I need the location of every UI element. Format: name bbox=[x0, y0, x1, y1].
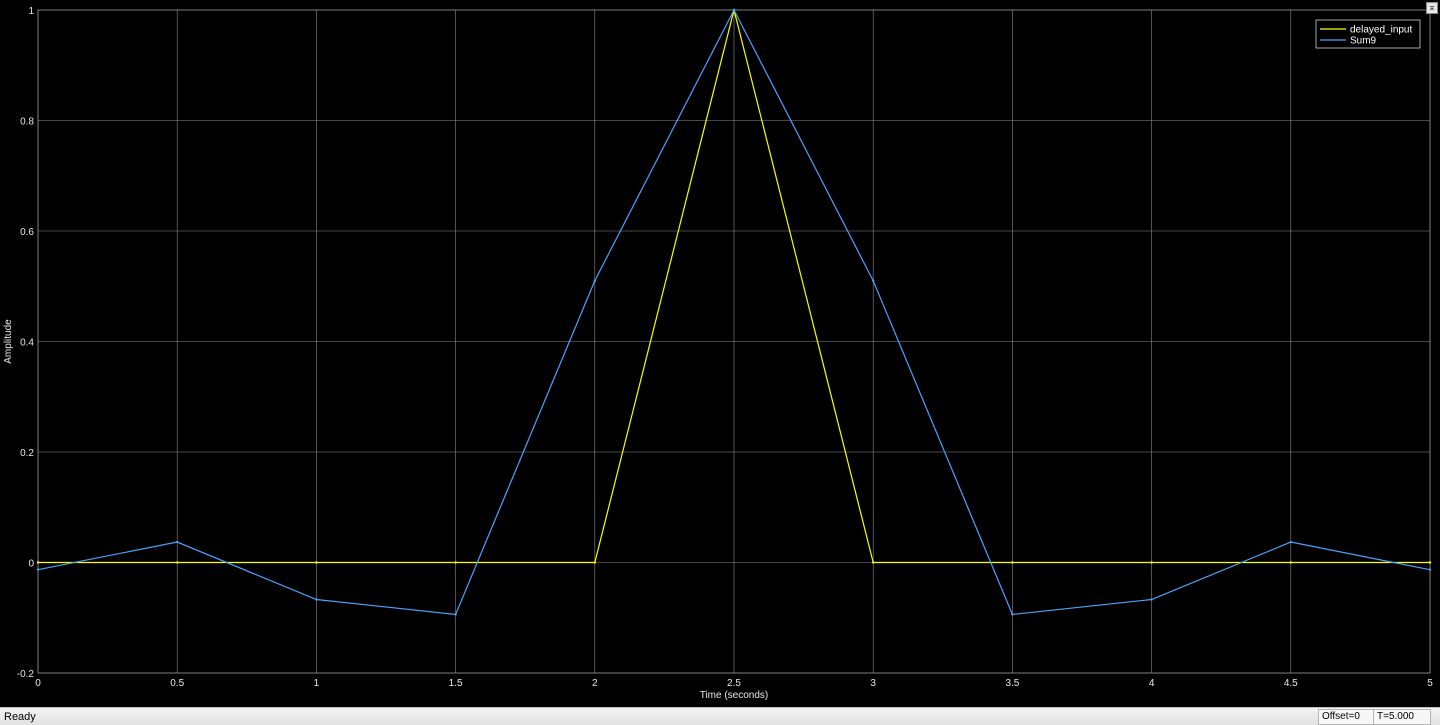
series-point-sum9 bbox=[593, 279, 596, 282]
x-axis-label: Time (seconds) bbox=[700, 690, 769, 701]
series-point-delayed-input bbox=[36, 561, 40, 564]
x-tick-label: 1 bbox=[314, 678, 320, 689]
series-point-delayed-input bbox=[593, 561, 596, 564]
scope-plot[interactable]: 0 0.5 1 1.5 2 2.5 3 3.5 4 4.5 5-0.200.20.40.60.81T… bbox=[0, 0, 1440, 707]
series-point-sum9 bbox=[1428, 568, 1432, 571]
legend-entry: delayed_input bbox=[1350, 25, 1412, 36]
legend-box[interactable] bbox=[1315, 19, 1421, 49]
x-tick-label: 2.5 bbox=[727, 678, 741, 689]
offset-readout: Offset=0 bbox=[1318, 709, 1374, 725]
x-tick-label: 1.5 bbox=[449, 678, 463, 689]
x-tick-label: 3 bbox=[870, 678, 876, 689]
series-point-sum9 bbox=[1289, 540, 1293, 544]
x-tick-label: 0.5 bbox=[170, 678, 184, 689]
x-tick-label: 3.5 bbox=[1005, 678, 1019, 689]
restore-icon[interactable]: ⌅ bbox=[1426, 2, 1438, 14]
y-tick-label: 1 bbox=[28, 6, 34, 17]
series-point-sum9 bbox=[176, 540, 179, 544]
x-tick-label: 5 bbox=[1427, 678, 1433, 689]
series-point-delayed-input bbox=[1428, 561, 1432, 564]
series-point-delayed-input bbox=[1011, 561, 1014, 564]
series-point-delayed-input bbox=[176, 561, 179, 564]
x-tick-label: 4 bbox=[1149, 678, 1155, 689]
series-point-sum9 bbox=[315, 598, 318, 601]
scope-figure: 0 0.5 1 1.5 2 2.5 3 3.5 4 4.5 5 -0.2 0 0.2 0.4 0.6 0.8 1 T… bbox=[0, 0, 1440, 707]
series-point-sum9 bbox=[454, 613, 457, 616]
legend-entry: Sum9 bbox=[1350, 36, 1377, 47]
y-tick-label: 0.4 bbox=[20, 338, 34, 349]
series-point-delayed-input bbox=[454, 561, 457, 564]
series-point-delayed-input bbox=[1150, 561, 1153, 564]
y-tick-label: 0.8 bbox=[20, 117, 34, 128]
series-point-sum9 bbox=[732, 8, 736, 12]
status-bar: Ready Offset=0 T=5.000 bbox=[0, 707, 1440, 725]
y-tick-label: 0 bbox=[28, 559, 34, 570]
series-point-delayed-input bbox=[1289, 561, 1293, 564]
status-text: Ready bbox=[4, 711, 36, 723]
series-point-delayed-input bbox=[315, 561, 318, 564]
series-point-sum9 bbox=[872, 279, 875, 282]
series-point-sum9 bbox=[1011, 613, 1014, 616]
y-tick-label: -0.2 bbox=[17, 669, 35, 680]
series-point-sum9 bbox=[36, 568, 40, 571]
series-point-sum9 bbox=[1150, 598, 1153, 601]
x-tick-label: 0 bbox=[35, 678, 41, 689]
series-point-delayed-input bbox=[872, 561, 875, 564]
x-tick-label: 4.5 bbox=[1284, 678, 1298, 689]
y-axis-label: Amplitude bbox=[3, 319, 14, 364]
y-tick-label: 0.6 bbox=[20, 227, 34, 238]
x-tick-label: 2 bbox=[592, 678, 598, 689]
time-readout: T=5.000 bbox=[1373, 709, 1431, 725]
y-tick-label: 0.2 bbox=[20, 448, 34, 459]
